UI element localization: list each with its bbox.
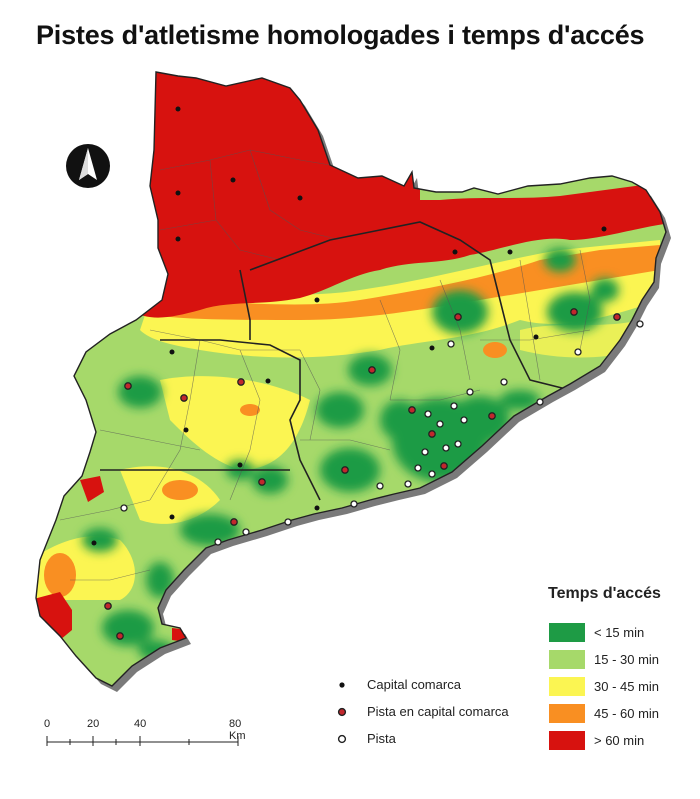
pista-points — [120, 320, 644, 546]
scale-tick-label: 80 Km — [229, 718, 246, 742]
symbol-legend-label: Pista — [367, 731, 396, 746]
legend-swatch — [549, 623, 585, 642]
legend-label: < 15 min — [594, 625, 645, 640]
legend-label: > 60 min — [594, 733, 645, 748]
red-dot-dark-ring-icon — [337, 707, 347, 717]
scale-tick-label: 0 — [44, 718, 51, 730]
white-dot-dark-ring-icon — [337, 734, 347, 744]
symbol-legend-label: Pista en capital comarca — [367, 704, 509, 719]
legend-label: 30 - 45 min — [594, 679, 660, 694]
scale-tick-label: 40 — [134, 718, 147, 730]
capital-comarca-points — [91, 106, 607, 546]
scale-tick-label: 20 — [87, 718, 100, 730]
legend-swatch — [549, 677, 585, 696]
legend-swatch — [549, 731, 585, 750]
legend-swatch — [549, 650, 585, 669]
map-title: Pistes d'atletisme homologades i temps d… — [36, 20, 645, 50]
province-borders — [100, 221, 571, 501]
pista-capital-points — [104, 308, 621, 640]
comarca-borders — [59, 149, 591, 581]
scale-bar-line — [46, 736, 239, 746]
legend-label: 45 - 60 min — [594, 706, 660, 721]
legend-title: Temps d'accés — [548, 585, 661, 602]
north-arrow-icon — [66, 144, 110, 188]
black-dot-icon — [339, 682, 345, 688]
legend-label: 15 - 30 min — [594, 652, 660, 667]
legend-swatch — [549, 704, 585, 723]
symbol-legend-label: Capital comarca — [367, 677, 461, 692]
